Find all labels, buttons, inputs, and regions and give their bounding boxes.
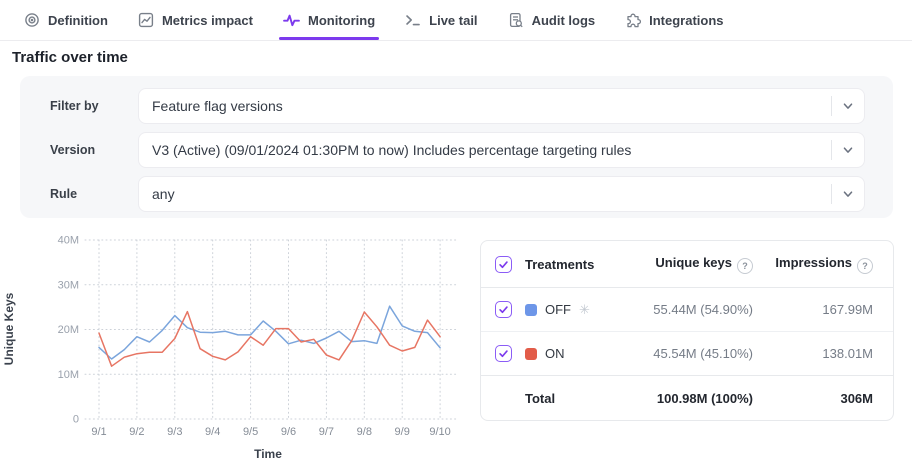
svg-text:9/5: 9/5: [243, 426, 258, 438]
tab-metrics-impact[interactable]: Metrics impact: [138, 0, 253, 40]
target-icon: [24, 12, 40, 28]
metrics-chart-icon: [138, 12, 154, 28]
svg-text:9/1: 9/1: [91, 426, 106, 438]
audit-log-icon: [508, 12, 524, 28]
tab-label: Definition: [48, 12, 108, 28]
filter-panel: Filter by Feature flag versions Version …: [20, 76, 893, 218]
total-unique-keys: 100.98M (100%): [656, 390, 753, 406]
tab-label: Audit logs: [531, 12, 596, 28]
svg-text:0: 0: [73, 414, 79, 426]
svg-text:9/2: 9/2: [129, 426, 144, 438]
checkmark-icon: [498, 350, 508, 358]
chevron-down-icon: [832, 187, 864, 201]
checkmark-icon: [498, 306, 508, 314]
svg-text:20M: 20M: [58, 324, 79, 336]
filter-label: Rule: [50, 187, 78, 201]
filter-select-value: V3 (Active) (09/01/2024 01:30PM to now) …: [152, 142, 632, 158]
tab-monitoring[interactable]: Monitoring: [278, 0, 380, 40]
tab-label: Integrations: [649, 12, 724, 28]
row-checkbox[interactable]: [494, 301, 512, 318]
treatment-name: OFF: [545, 302, 571, 317]
treatment-name: ON: [545, 346, 565, 361]
tab-integrations[interactable]: Integrations: [625, 0, 724, 40]
table-body: OFF ✳ 55.44M (54.90%) 167.99M ON 45.54M …: [481, 288, 893, 375]
row-checkbox[interactable]: [494, 345, 512, 362]
column-header-treatments: Treatments: [525, 256, 595, 272]
treatment-swatch: [525, 303, 537, 316]
tab-bar: Definition Metrics impact Monitoring Liv…: [0, 0, 912, 41]
tab-definition[interactable]: Definition: [24, 0, 108, 40]
table-total-row: Total 100.98M (100%) 306M: [481, 375, 893, 420]
svg-text:9/10: 9/10: [429, 426, 450, 438]
svg-text:30M: 30M: [58, 279, 79, 291]
treatments-table: Treatments Unique keys? Impressions? OFF…: [480, 240, 894, 421]
filter-row-rule: Rule any: [50, 176, 865, 212]
pulse-icon: [283, 12, 300, 29]
table-row-off: OFF ✳ 55.44M (54.90%) 167.99M: [481, 288, 893, 331]
svg-text:10M: 10M: [58, 369, 79, 381]
default-treatment-icon: ✳: [579, 302, 590, 317]
page-title: Traffic over time: [12, 49, 128, 66]
rule-select[interactable]: any: [138, 176, 865, 212]
svg-text:9/8: 9/8: [357, 426, 372, 438]
filter-label: Version: [50, 143, 96, 157]
filter-label: Filter by: [50, 99, 99, 113]
table-row-on: ON 45.54M (45.10%) 138.01M: [481, 331, 893, 375]
impressions-value: 138.01M: [822, 346, 873, 361]
checkmark-icon: [498, 260, 508, 268]
column-header-unique-keys: Unique keys?: [609, 255, 769, 274]
svg-text:9/7: 9/7: [319, 426, 334, 438]
filter-by-select[interactable]: Feature flag versions: [138, 88, 865, 124]
tab-label: Live tail: [429, 12, 478, 28]
filter-row-version: Version V3 (Active) (09/01/2024 01:30PM …: [50, 132, 865, 168]
series-line-off: [98, 305, 441, 360]
svg-text:9/6: 9/6: [281, 426, 296, 438]
total-impressions: 306M: [840, 390, 873, 406]
treatment-swatch: [525, 347, 537, 360]
table-header-row: Treatments Unique keys? Impressions?: [481, 241, 893, 288]
tab-live-tail[interactable]: Live tail: [405, 0, 478, 40]
svg-text:Time: Time: [254, 447, 282, 461]
impressions-value: 167.99M: [822, 302, 873, 317]
total-label: Total: [525, 390, 556, 406]
filter-select-value: any: [152, 186, 175, 202]
svg-text:40M: 40M: [58, 235, 79, 247]
help-icon[interactable]: ?: [737, 257, 753, 274]
filter-select-value: Feature flag versions: [152, 98, 283, 114]
series-line-on: [98, 310, 441, 367]
help-icon[interactable]: ?: [857, 257, 873, 274]
svg-text:Unique Keys: Unique Keys: [2, 292, 16, 365]
svg-text:9/9: 9/9: [395, 426, 410, 438]
tab-label: Monitoring: [307, 12, 376, 28]
column-header-impressions: Impressions?: [769, 255, 893, 274]
unique-keys-value: 45.54M (45.10%): [653, 346, 753, 361]
terminal-icon: [405, 12, 421, 28]
select-all-checkbox[interactable]: [494, 255, 512, 273]
puzzle-icon: [625, 12, 642, 28]
filter-row-filter-by: Filter by Feature flag versions: [50, 88, 865, 124]
traffic-over-time-chart: 0 10M 20M 30M 40M 9/1 9/2 9/3 9/4 9/5 9/6 9/7 9/8 9/9…: [2, 235, 457, 461]
svg-text:9/4: 9/4: [205, 426, 220, 438]
version-select[interactable]: V3 (Active) (09/01/2024 01:30PM to now) …: [138, 132, 865, 168]
svg-text:9/3: 9/3: [167, 426, 182, 438]
chevron-down-icon: [832, 99, 864, 113]
chevron-down-icon: [832, 143, 864, 157]
tab-label: Metrics impact: [161, 12, 253, 28]
tab-audit-logs[interactable]: Audit logs: [508, 0, 596, 40]
unique-keys-value: 55.44M (54.90%): [653, 302, 753, 317]
